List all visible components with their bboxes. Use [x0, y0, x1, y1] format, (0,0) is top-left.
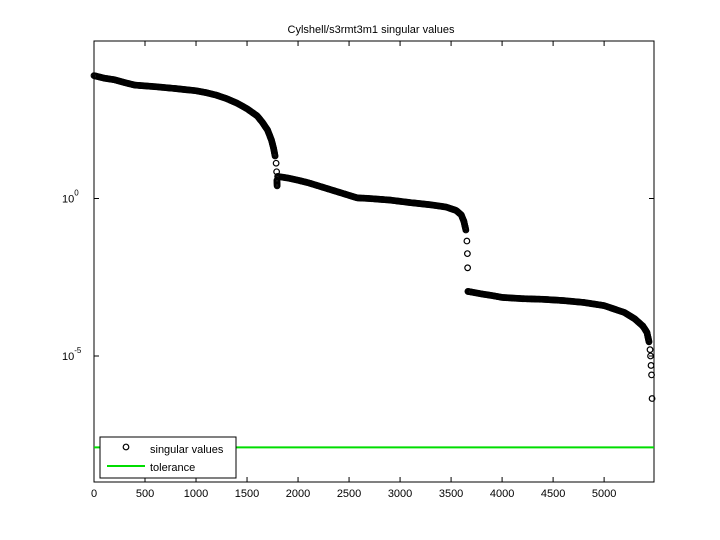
legend: singular values tolerance — [99, 436, 237, 479]
singular-value-point — [646, 346, 654, 354]
y-tick-label: 100 — [62, 189, 79, 206]
singular-value-point — [273, 182, 281, 190]
singular-value-point — [464, 264, 472, 272]
singular-value-point — [463, 237, 471, 245]
chart-title: Cylshell/s3rmt3m1 singular values — [288, 24, 455, 36]
singular-value-point — [648, 371, 655, 379]
y-tick-label: 10-5 — [62, 346, 82, 363]
x-tick-label: 4500 — [541, 488, 565, 500]
singular-value-point — [464, 250, 471, 258]
x-tick-label: 0 — [91, 488, 97, 500]
x-tick-label: 500 — [136, 488, 154, 500]
singular-values-points — [90, 72, 656, 402]
legend-marker-singular-values — [122, 443, 130, 451]
singular-value-point — [272, 159, 280, 167]
x-tick-label: 1500 — [235, 488, 259, 500]
singular-value-point — [462, 226, 470, 234]
x-tick-label: 2500 — [337, 488, 361, 500]
legend-label-tolerance: tolerance — [150, 462, 195, 474]
x-tick-label: 3500 — [439, 488, 463, 500]
x-tick-label: 4000 — [490, 488, 514, 500]
x-tick-label: 1000 — [184, 488, 208, 500]
x-tick-label: 5000 — [592, 488, 616, 500]
x-axis-ticks: 0 500 1000 1500 2000 2500 3000 3500 4000 4500 5000 — [91, 41, 616, 500]
singular-value-point — [647, 352, 654, 360]
singular-value-point — [647, 362, 655, 369]
singular-value-point — [271, 152, 279, 160]
y-axis-ticks: 100 10-5 — [62, 189, 654, 363]
legend-box — [99, 436, 237, 479]
plot-area — [93, 40, 655, 483]
x-tick-label: 3000 — [388, 488, 412, 500]
x-tick-label: 2000 — [286, 488, 310, 500]
singular-value-point — [645, 338, 653, 346]
legend-label-singular-values: singular values — [150, 444, 224, 456]
singular-value-point — [648, 395, 656, 402]
